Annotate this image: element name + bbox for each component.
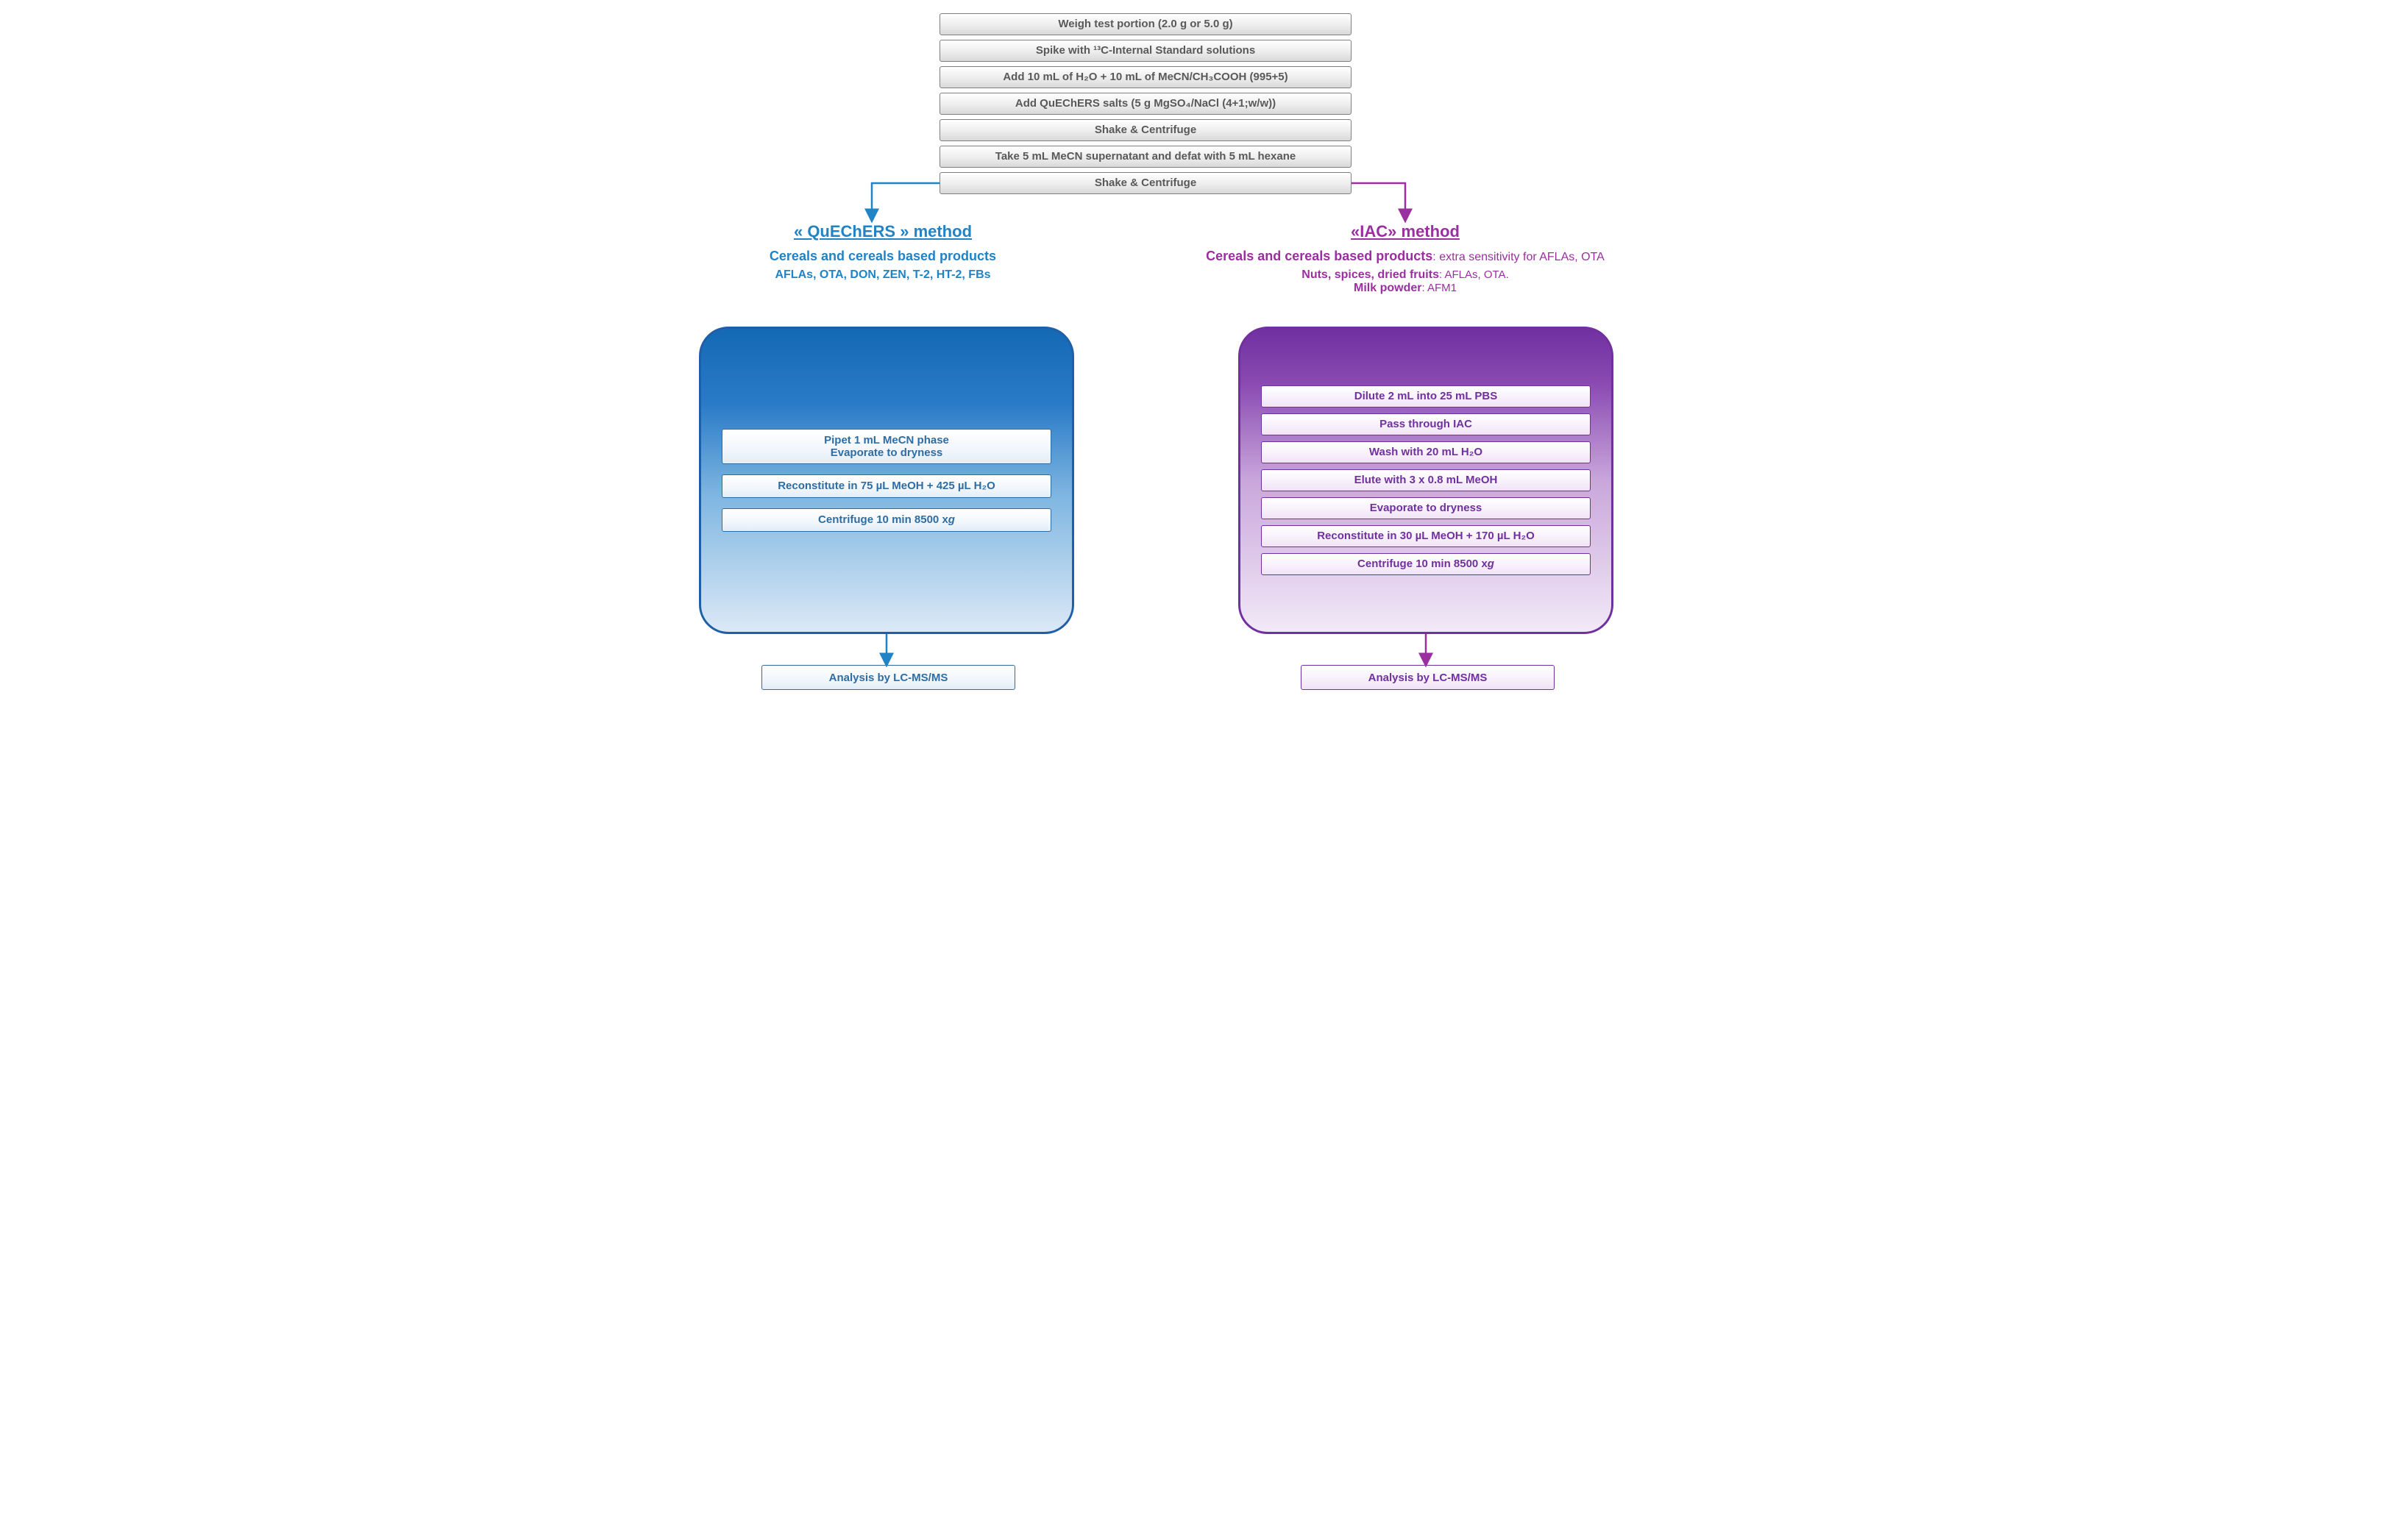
connector-svg [662,0,1746,706]
flowchart-canvas: Weigh test portion (2.0 g or 5.0 g)Spike… [662,0,1746,706]
